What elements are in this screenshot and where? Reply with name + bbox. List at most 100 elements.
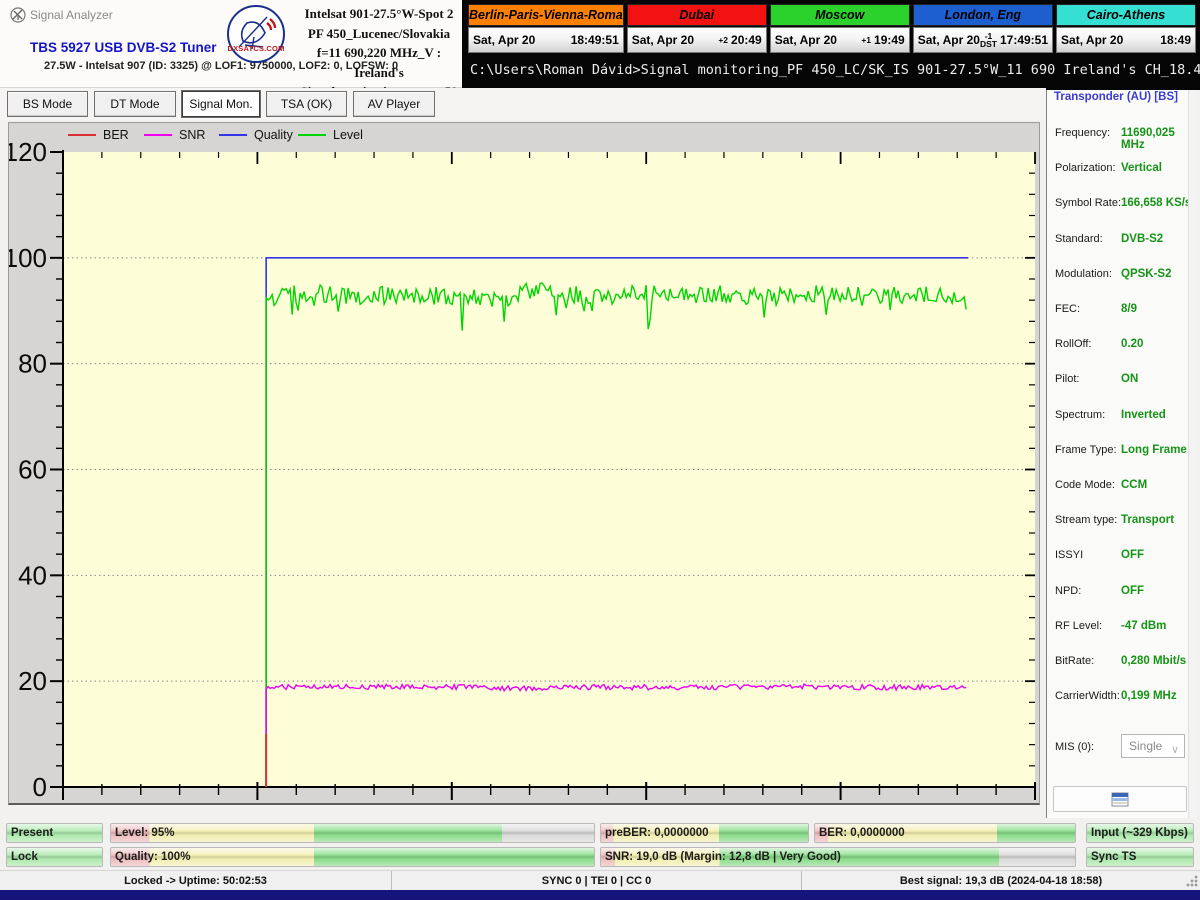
transponder-label-pilot-: Pilot:: [1055, 373, 1080, 386]
statusbar: Locked -> Uptime: 50:02:53 SYNC 0 | TEI …: [0, 870, 1200, 890]
dxsatcs-logo-caption: DXSATCS.COM: [227, 44, 285, 53]
banner-line: PF 450_Lucenec/Slovakia: [307, 25, 451, 41]
transponder-value: 0,199 MHz: [1121, 690, 1177, 703]
clock-datetime: Sat, Apr 20 +1 19:49: [769, 27, 910, 53]
clock-utc-offset: -1 DST: [979, 31, 997, 49]
transponder-label-rolloff-: RollOff:: [1055, 338, 1092, 351]
satellite-dish-icon: [10, 7, 26, 23]
tab-bs-mode[interactable]: BS Mode: [7, 91, 88, 117]
transponder-value: Inverted: [1121, 408, 1166, 421]
svg-text:20: 20: [18, 666, 47, 696]
bar-label: preBER: 0,0000000: [605, 827, 709, 839]
legend-swatch: [298, 134, 326, 136]
banner-line: Intelsat 901-27.5°W-Spot 2: [304, 6, 454, 21]
tab-av-player[interactable]: AV Player: [353, 91, 435, 117]
status-bar-input-(~-kbps): Input (~329 Kbps): [1086, 823, 1194, 843]
mis-value: Single: [1129, 739, 1163, 753]
bar-label: BER: 0,0000000: [819, 827, 905, 839]
transponder-label-stream-type-: Stream type:: [1055, 514, 1118, 527]
status-bar-ber: BER: 0,0000000: [814, 823, 1076, 843]
transponder-label-code-mode-: Code Mode:: [1055, 479, 1115, 491]
status-bar-quality: Quality: 100%: [110, 847, 595, 867]
tab-dt-mode[interactable]: DT Mode: [94, 91, 176, 117]
legend-item-level: Level: [298, 127, 363, 143]
tab-bar: BS Mode DT Mode Signal Mon. TSA (OK) AV Play…: [0, 88, 1046, 120]
clock-time: 17:49:51: [999, 33, 1049, 47]
transponder-value: 0.20: [1121, 338, 1144, 351]
transponder-label-modulation-: Modulation:: [1055, 267, 1112, 280]
status-bar-lock: Lock: [6, 847, 103, 867]
legend-item-snr: SNR: [144, 127, 205, 143]
clock-date: Sat, Apr 20: [1061, 33, 1124, 47]
clock-time: 18:49:51: [570, 33, 619, 47]
statusbar-best-signal: Best signal: 19,3 dB (2024-04-18 18:58): [899, 874, 1103, 887]
transponder-value: Long Frame: [1121, 443, 1187, 456]
transponder-value: -47 dBm: [1121, 619, 1167, 632]
signal-chart: 0 20 40 60 80 100 120: [9, 137, 1036, 802]
clock-city-label: Moscow: [769, 4, 910, 26]
transponder-value: OFF: [1121, 549, 1144, 562]
clock-utc-offset: +1: [861, 35, 872, 45]
sidebar-tool-button[interactable]: [1053, 786, 1187, 812]
clock-date: Sat, Apr 20: [917, 33, 980, 47]
mis-dropdown[interactable]: Single ∨: [1121, 734, 1185, 758]
tab-signal-mon-[interactable]: Signal Mon.: [182, 91, 260, 117]
chevron-down-icon: ∨: [1170, 744, 1179, 756]
bar-label: Sync TS: [1091, 851, 1137, 863]
transponder-label-frequency-: Frequency:: [1055, 127, 1111, 139]
clock-date: Sat, Apr 20: [631, 33, 694, 47]
statusbar-lock-uptime: Locked -> Uptime: 50:02:53: [0, 871, 392, 890]
world-clocks: Berlin-Paris-Vienna-Roma Sat, Apr 20 18:49…: [468, 4, 1196, 54]
bar-fill: [111, 824, 594, 842]
transponder-sidebar: Transponder (AU) [BS] Frequency: 11690,02…: [1046, 90, 1197, 818]
transponder-label-standard-: Standard:: [1055, 232, 1103, 245]
dxsatcs-logo-art: [238, 16, 277, 50]
transponder-value: CCM: [1121, 479, 1148, 491]
transponder-header: Transponder (AU) [BS]: [1054, 91, 1178, 103]
legend-item-quality: Quality: [219, 127, 293, 143]
svg-text:120: 120: [9, 137, 47, 167]
clock-london-eng: London, Eng Sat, Apr 20 -1 DST 17:49:51: [912, 4, 1054, 54]
svg-text:80: 80: [18, 349, 47, 379]
tab-tsa-ok-[interactable]: TSA (OK): [266, 91, 347, 117]
clock-moscow: Moscow Sat, Apr 20 +1 19:49: [769, 4, 910, 54]
dxsatcs-logo: [227, 5, 285, 63]
monitoring-banner: Intelsat 901-27.5°W-Spot 2 PF 450_Lucenec…: [296, 4, 462, 119]
clock-date: Sat, Apr 20: [774, 33, 837, 47]
window-title: Signal Analyzer: [30, 8, 113, 22]
clock-utc-offset: +2: [718, 35, 729, 45]
svg-text:60: 60: [18, 455, 47, 485]
clock-datetime: Sat, Apr 20 18:49: [1056, 27, 1196, 53]
transponder-label-issyi: ISSYI: [1055, 549, 1084, 562]
transponder-label-fec-: FEC:: [1055, 303, 1081, 315]
status-bar-snr: SNR: 19,0 dB (Margin: 12,8 dB | Very Goo…: [600, 847, 1076, 867]
bar-label: Quality: 100%: [115, 851, 191, 863]
mis-label: MIS (0):: [1055, 741, 1095, 753]
app-header-panel: Signal Analyzer TBS 5927 USB DVB-S2 Tune…: [0, 0, 462, 88]
legend-swatch: [144, 134, 172, 136]
transponder-value: 8/9: [1121, 303, 1137, 315]
transponder-value: OFF: [1121, 584, 1144, 597]
legend-label: Quality: [254, 128, 293, 142]
clock-berlin-paris-vienna-roma: Berlin-Paris-Vienna-Roma Sat, Apr 20 18:49…: [468, 4, 624, 54]
transponder-value: ON: [1121, 373, 1139, 386]
transponder-value: 11690,025 MHz: [1121, 127, 1175, 151]
transponder-label-carrierwidth-: CarrierWidth:: [1055, 690, 1120, 703]
transponder-value: QPSK-S2: [1121, 267, 1172, 280]
transponder-label-polarization-: Polarization:: [1055, 162, 1116, 175]
console-window[interactable]: Berlin-Paris-Vienna-Roma Sat, Apr 20 18:49…: [462, 0, 1200, 90]
bar-label: SNR: 19,0 dB (Margin: 12,8 dB | Very Goo…: [605, 851, 841, 863]
legend-label: SNR: [179, 128, 206, 142]
legend-label: BER: [103, 128, 129, 142]
legend-swatch: [219, 134, 247, 136]
clock-date: Sat, Apr 20: [473, 33, 536, 47]
transponder-label-npd-: NPD:: [1055, 584, 1082, 597]
sidebar-scrollbar[interactable]: [1188, 90, 1197, 818]
clock-city-label: Berlin-Paris-Vienna-Roma: [468, 4, 624, 26]
status-bar-level: Level: 95%: [110, 823, 595, 843]
taskbar-edge: [0, 890, 1200, 900]
tuner-details: 27.5W - Intelsat 907 (ID: 3325) @ LOF1: …: [44, 60, 399, 72]
resize-grip-icon[interactable]: [1185, 872, 1199, 888]
transponder-value: 0,280 Mbit/s: [1121, 655, 1187, 667]
status-bar-sync-ts: Sync TS: [1086, 847, 1194, 867]
